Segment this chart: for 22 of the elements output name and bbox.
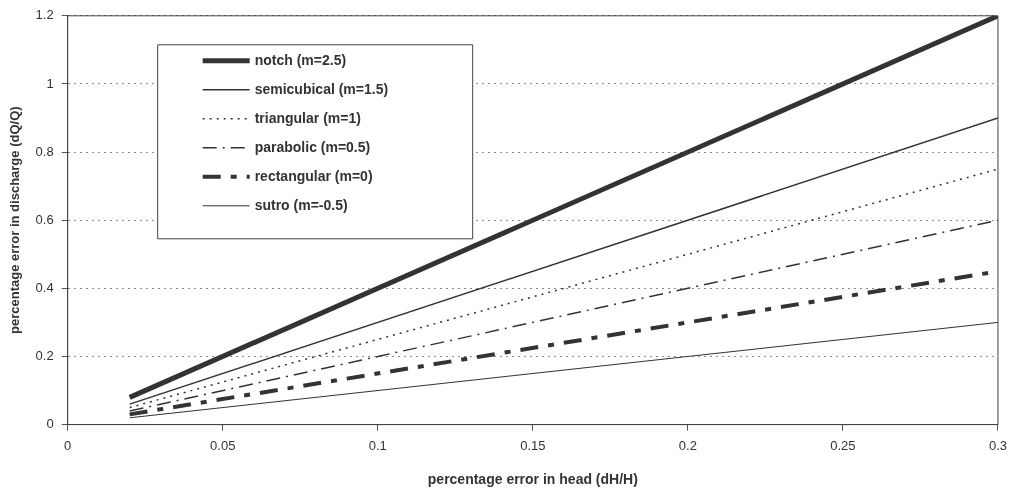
y-tick-label: 0.2 bbox=[35, 348, 54, 364]
y-tick-label: 0.6 bbox=[35, 211, 54, 227]
x-tick-label: 0.1 bbox=[368, 437, 387, 453]
y-tick-label: 1.2 bbox=[35, 7, 54, 23]
x-tick-label: 0.05 bbox=[210, 437, 236, 453]
x-tick-label: 0.15 bbox=[520, 437, 546, 453]
x-tick-label: 0.3 bbox=[988, 437, 1007, 453]
y-tick-label: 0.8 bbox=[35, 143, 54, 159]
x-tick-label: 0 bbox=[64, 437, 72, 453]
y-tick-label: 0 bbox=[46, 416, 54, 432]
x-tick-label: 0.25 bbox=[830, 437, 856, 453]
legend-label: parabolic (m=0.5) bbox=[254, 138, 371, 155]
x-tick-label: 0.2 bbox=[678, 437, 697, 453]
legend-label: triangular (m=1) bbox=[254, 109, 361, 126]
y-tick-label: 1 bbox=[46, 75, 54, 91]
legend-label: semicubical (m=1.5) bbox=[254, 80, 389, 97]
legend-label: rectangular (m=0) bbox=[254, 167, 373, 184]
x-axis-title: percentage error in head (dH/H) bbox=[427, 471, 638, 488]
y-tick-label: 0.4 bbox=[35, 279, 54, 295]
legend-label: notch (m=2.5) bbox=[254, 51, 347, 68]
legend-label: sutro (m=-0.5) bbox=[254, 196, 348, 213]
y-axis-title: percentage error in discharge (dQ/Q) bbox=[7, 106, 23, 334]
